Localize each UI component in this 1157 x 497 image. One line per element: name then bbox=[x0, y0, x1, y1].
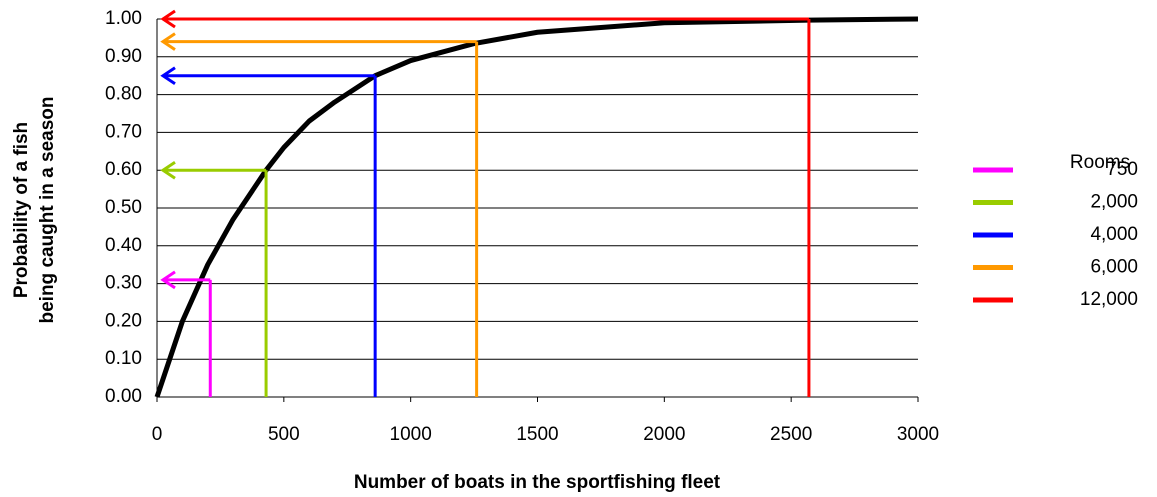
arrow bbox=[160, 66, 376, 85]
y-tick-label: 0.60 bbox=[105, 159, 142, 180]
y-tick-label: 0.40 bbox=[105, 235, 142, 256]
arrow bbox=[160, 9, 809, 29]
legend-label: 750 bbox=[1106, 159, 1138, 180]
y-tick-label: 0.70 bbox=[105, 121, 142, 142]
x-tick-label: 3000 bbox=[897, 424, 939, 445]
legend-label: 4,000 bbox=[1090, 224, 1138, 245]
y-axis-label: being caught in a season bbox=[37, 97, 58, 324]
x-tick-label: 500 bbox=[268, 424, 300, 445]
y-tick-label: 0.30 bbox=[105, 273, 142, 294]
y-axis-label: Probability of a fish bbox=[11, 122, 32, 298]
y-tick-label: 0.10 bbox=[105, 348, 142, 369]
x-tick-label: 0 bbox=[152, 424, 163, 445]
y-tick-label: 0.50 bbox=[105, 197, 142, 218]
arrow bbox=[160, 160, 267, 180]
y-tick-label: 0.90 bbox=[105, 46, 142, 67]
x-tick-label: 2000 bbox=[643, 424, 685, 445]
x-tick-label: 1500 bbox=[516, 424, 558, 445]
legend-label: 2,000 bbox=[1090, 192, 1138, 213]
y-tick-label: 0.80 bbox=[105, 84, 142, 105]
arrow bbox=[160, 32, 477, 51]
y-tick-label: 1.00 bbox=[105, 8, 142, 29]
legend-label: 6,000 bbox=[1090, 257, 1138, 278]
x-axis-label: Number of boats in the sportfishing flee… bbox=[354, 472, 721, 493]
legend-label: 12,000 bbox=[1080, 289, 1138, 310]
y-tick-label: 0.20 bbox=[105, 310, 142, 331]
x-tick-label: 2500 bbox=[770, 424, 812, 445]
y-tick-label: 0.00 bbox=[105, 386, 142, 407]
arrow bbox=[160, 270, 211, 290]
x-tick-label: 1000 bbox=[390, 424, 432, 445]
legend-title: Rooms bbox=[1070, 152, 1130, 173]
curve bbox=[154, 16, 919, 398]
